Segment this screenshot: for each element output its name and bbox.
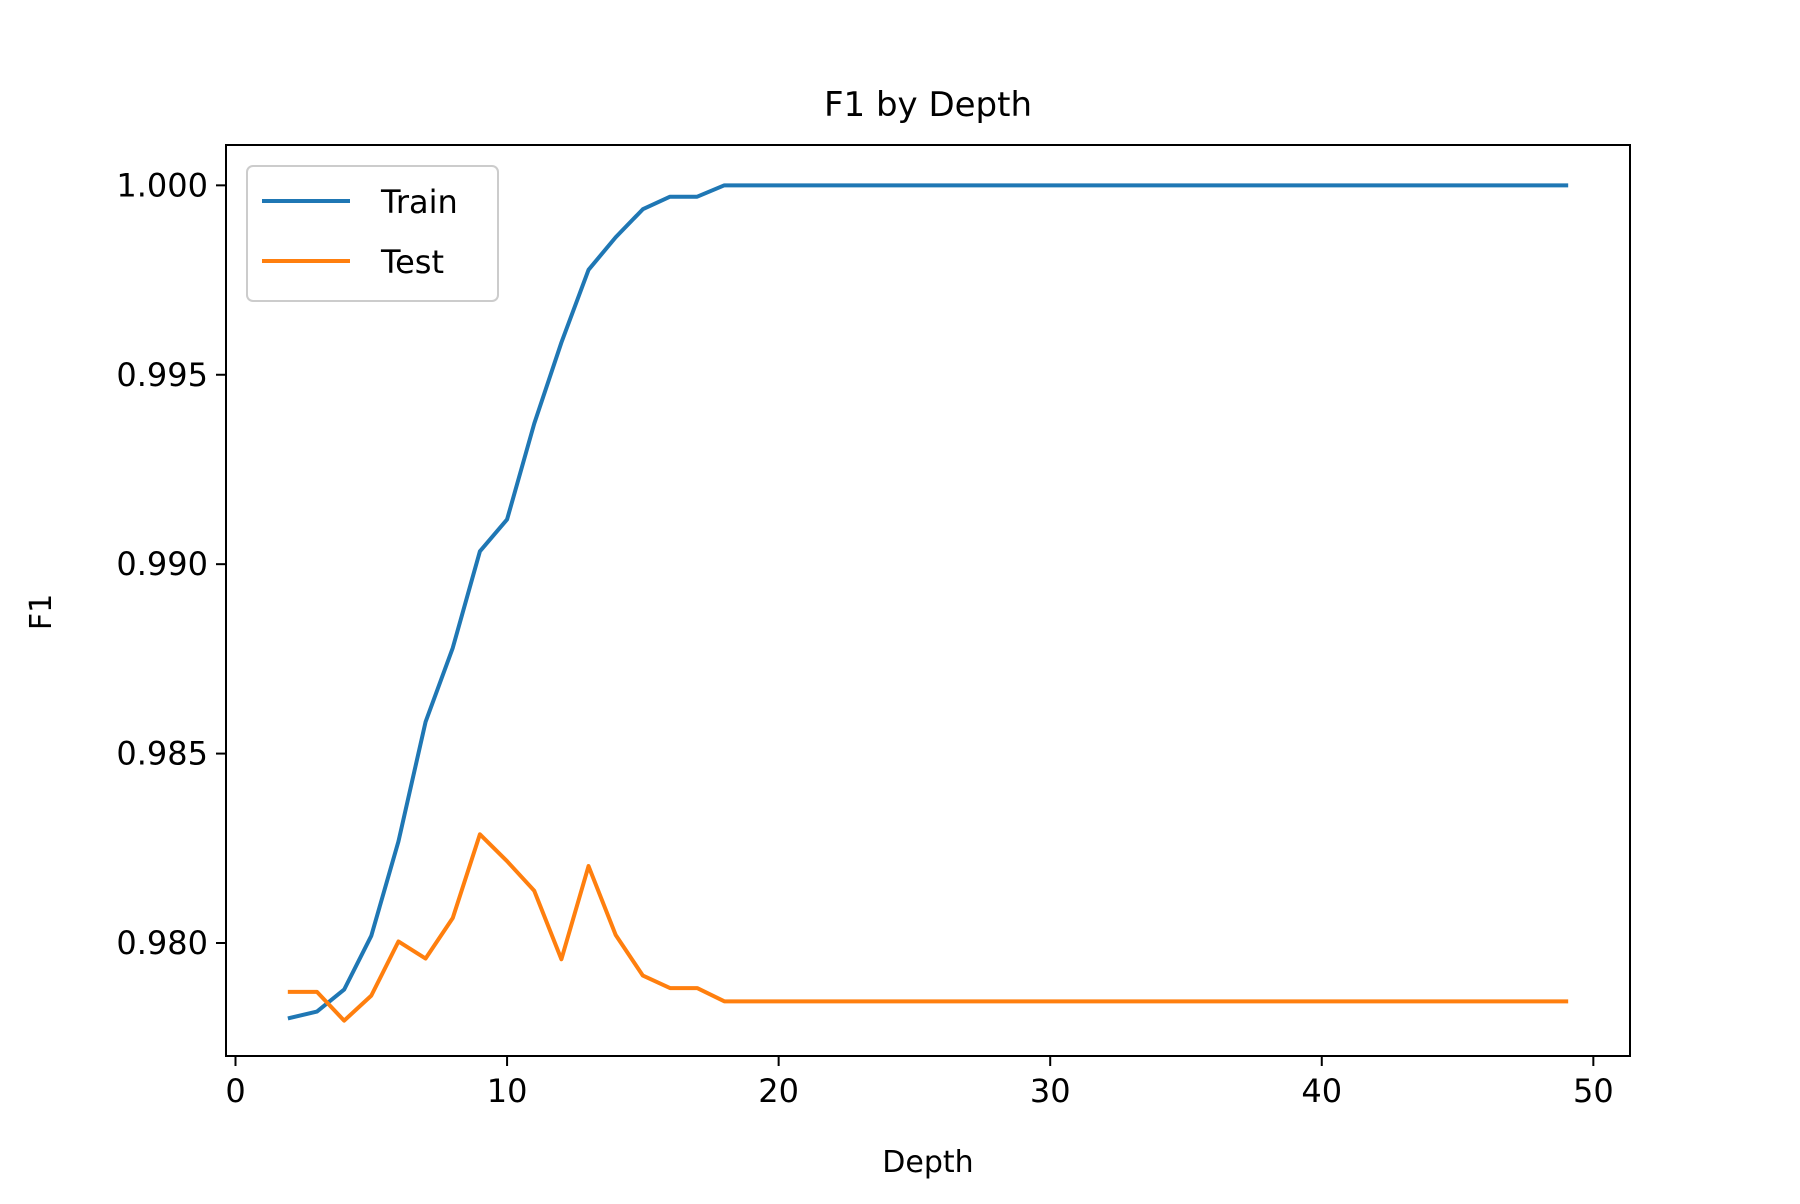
x-tick-label: 40 xyxy=(1301,1072,1342,1110)
legend: Train Test xyxy=(246,165,499,302)
x-tick-label: 20 xyxy=(758,1072,799,1110)
series-line-test xyxy=(287,832,1569,1023)
legend-box xyxy=(246,165,499,302)
y-tick-label: 0.995 xyxy=(116,356,208,394)
series-line-train xyxy=(287,183,1569,1021)
legend-label-train: Train xyxy=(380,183,458,221)
y-tick-label: 0.985 xyxy=(116,735,208,773)
x-tick-label: 0 xyxy=(225,1072,245,1110)
plot-frame xyxy=(225,144,1631,1057)
y-tick-label: 1.000 xyxy=(116,166,208,204)
y-tick-label: 0.990 xyxy=(116,545,208,583)
y-axis-label: F1 xyxy=(24,594,59,630)
data-lines xyxy=(287,183,1569,1023)
x-tick-label: 50 xyxy=(1573,1072,1614,1110)
legend-label-test: Test xyxy=(380,243,444,281)
x-axis-label: Depth xyxy=(882,1145,973,1180)
x-tick-label: 30 xyxy=(1030,1072,1071,1110)
axis-ticks: 0 10 20 30 40 50 0.980 0.985 0.990 0.995 1.000 xyxy=(116,166,1613,1110)
y-tick-label: 0.980 xyxy=(116,924,208,962)
x-tick-label: 10 xyxy=(487,1072,528,1110)
chart-title: F1 by Depth xyxy=(824,85,1032,125)
